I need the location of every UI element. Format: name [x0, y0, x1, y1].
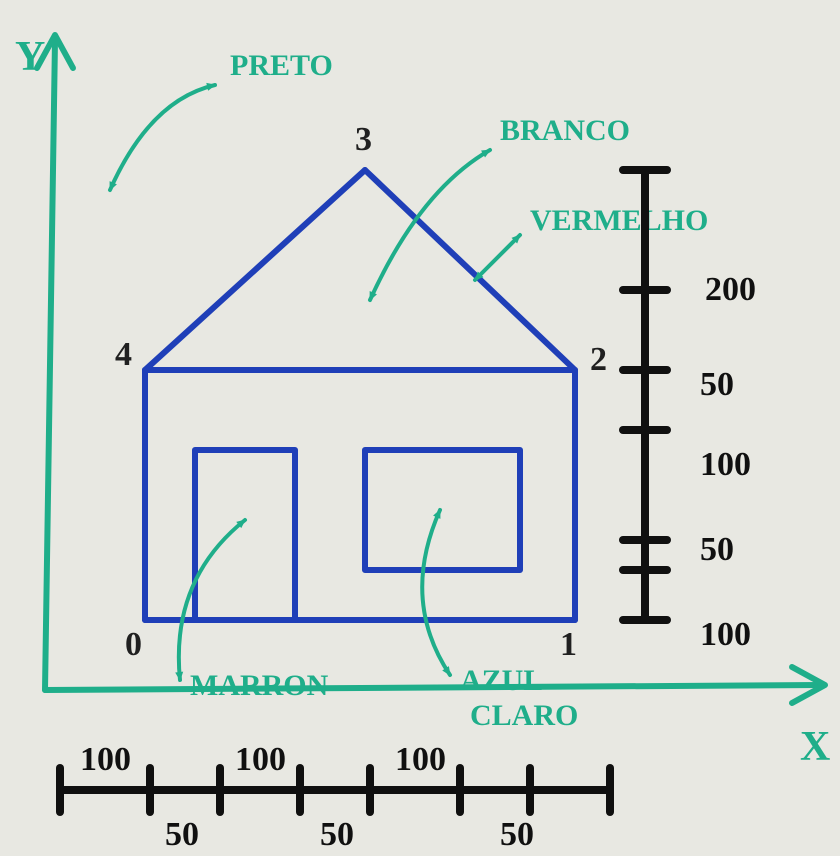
svg-text:CLARO: CLARO — [470, 699, 578, 732]
svg-text:100: 100 — [80, 741, 131, 778]
svg-text:200: 200 — [705, 271, 756, 308]
svg-text:PRETO: PRETO — [230, 49, 333, 82]
whiteboard-diagram: Y X 0 1 2 3 4 PRETO BRANCO VERMELHO MARRON AZULCLAR… — [0, 0, 840, 856]
svg-text:50: 50 — [700, 531, 734, 568]
svg-text:100: 100 — [700, 446, 751, 483]
svg-text:MARRON: MARRON — [190, 669, 329, 702]
svg-text:50: 50 — [500, 816, 534, 853]
svg-text:BRANCO: BRANCO — [500, 114, 630, 147]
svg-text:100: 100 — [235, 741, 286, 778]
svg-text:50: 50 — [165, 816, 199, 853]
svg-text:X: X — [800, 724, 830, 770]
svg-text:100: 100 — [700, 616, 751, 653]
svg-text:100: 100 — [395, 741, 446, 778]
svg-text:AZUL: AZUL — [460, 664, 543, 697]
svg-text:Y: Y — [15, 34, 45, 80]
svg-text:1: 1 — [560, 626, 577, 663]
svg-text:4: 4 — [115, 336, 132, 373]
svg-text:50: 50 — [700, 366, 734, 403]
svg-text:3: 3 — [355, 121, 372, 158]
svg-text:2: 2 — [590, 341, 607, 378]
svg-text:VERMELHO: VERMELHO — [530, 204, 708, 237]
svg-text:50: 50 — [320, 816, 354, 853]
svg-text:0: 0 — [125, 626, 142, 663]
